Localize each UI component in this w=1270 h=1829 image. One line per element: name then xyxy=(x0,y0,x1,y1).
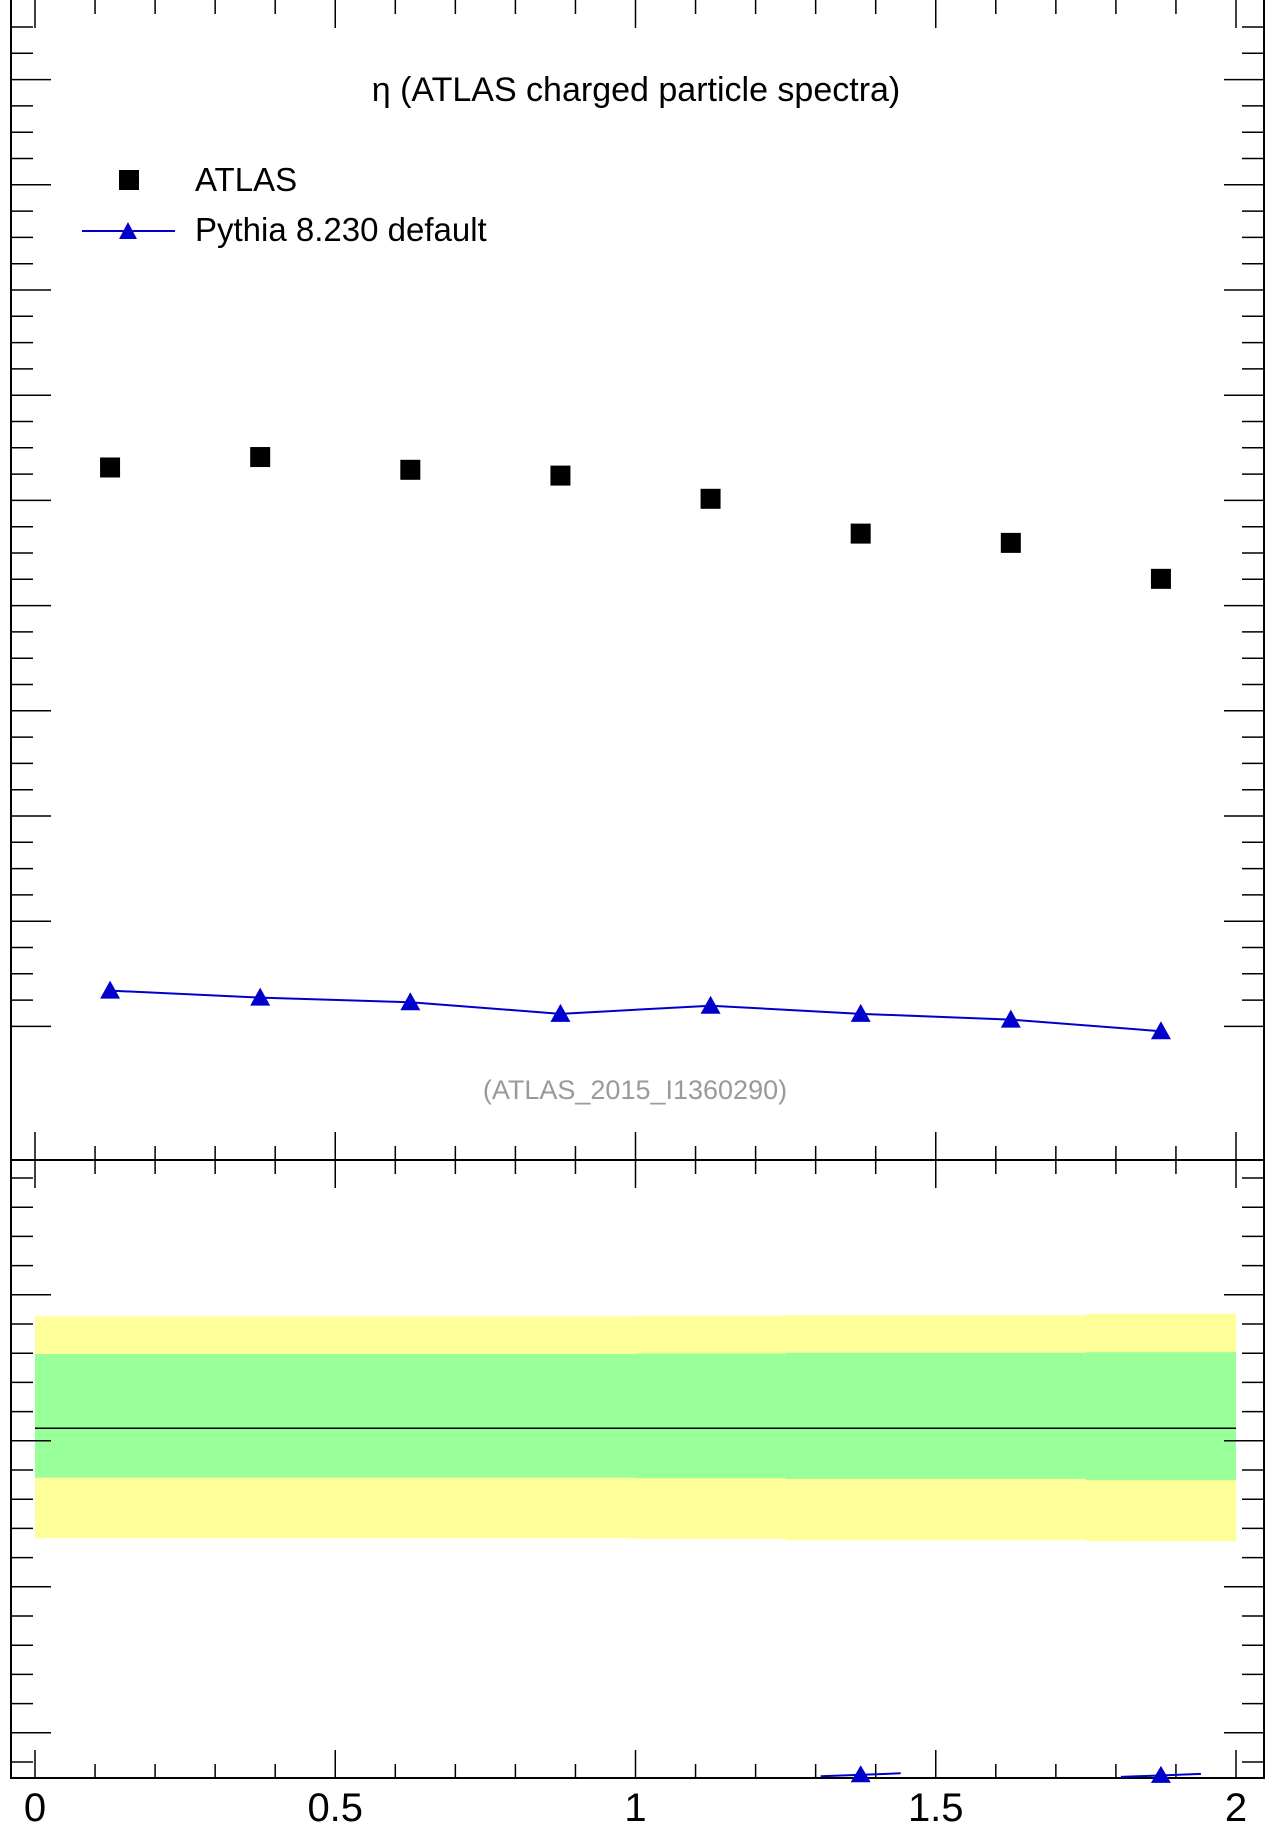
ratio-model-line-segment xyxy=(820,1772,901,1778)
pythia-data-point xyxy=(400,992,421,1011)
x-tick-label: 1 xyxy=(624,1786,646,1829)
ratio-band-inner-segment xyxy=(35,1354,636,1478)
legend-triangle-marker xyxy=(119,222,137,239)
legend-entry-pythia: Pythia 8.230 default xyxy=(82,211,487,248)
atlas-data-point xyxy=(100,457,121,478)
legend-label-pythia: Pythia 8.230 default xyxy=(195,211,487,248)
atlas-data-point xyxy=(250,447,271,468)
atlas-data-point xyxy=(400,459,421,480)
data-series xyxy=(100,447,1171,1040)
ratio-model-points xyxy=(820,1765,1201,1783)
ratio-uncertainty-bands xyxy=(35,1313,1236,1542)
atlas-data-point xyxy=(1000,532,1021,553)
reference-label: (ATLAS_2015_I1360290) xyxy=(483,1075,787,1105)
x-tick-label: 1.5 xyxy=(908,1786,964,1829)
x-tick-label: 0.5 xyxy=(307,1786,363,1829)
legend: ATLAS Pythia 8.230 default xyxy=(82,161,487,248)
x-tick-label: 2 xyxy=(1225,1786,1247,1829)
pythia-data-point xyxy=(700,995,721,1014)
ratio-band-inner-segment xyxy=(1085,1352,1236,1481)
pythia-data-point xyxy=(1150,1021,1171,1040)
pythia-data-point xyxy=(550,1003,571,1022)
ratio-model-line-segment xyxy=(1120,1772,1201,1778)
legend-entry-atlas: ATLAS xyxy=(119,161,297,198)
axis-ticks xyxy=(11,0,1264,1778)
x-tick-label: 0 xyxy=(24,1786,46,1829)
series-line-1 xyxy=(110,989,1162,1033)
x-tick-labels: 0 0.5 1 1.5 2 xyxy=(24,1786,1247,1829)
panel-frames xyxy=(10,0,1265,1779)
atlas-data-point xyxy=(850,523,871,544)
pythia-data-point xyxy=(1000,1009,1021,1028)
atlas-data-point xyxy=(700,488,721,509)
pythia-data-point xyxy=(850,1003,871,1022)
legend-square-marker xyxy=(119,170,139,190)
ratio-band-inner-segment xyxy=(635,1353,786,1479)
pythia-data-point xyxy=(100,980,121,999)
atlas-data-point xyxy=(1150,568,1171,589)
legend-label-atlas: ATLAS xyxy=(195,161,297,198)
atlas-data-point xyxy=(550,465,571,486)
ratio-band-inner-segment xyxy=(785,1352,1086,1479)
ratio-panel-frame xyxy=(10,1159,1265,1779)
pythia-data-point xyxy=(250,987,271,1006)
chart-title: η (ATLAS charged particle spectra) xyxy=(372,71,901,109)
